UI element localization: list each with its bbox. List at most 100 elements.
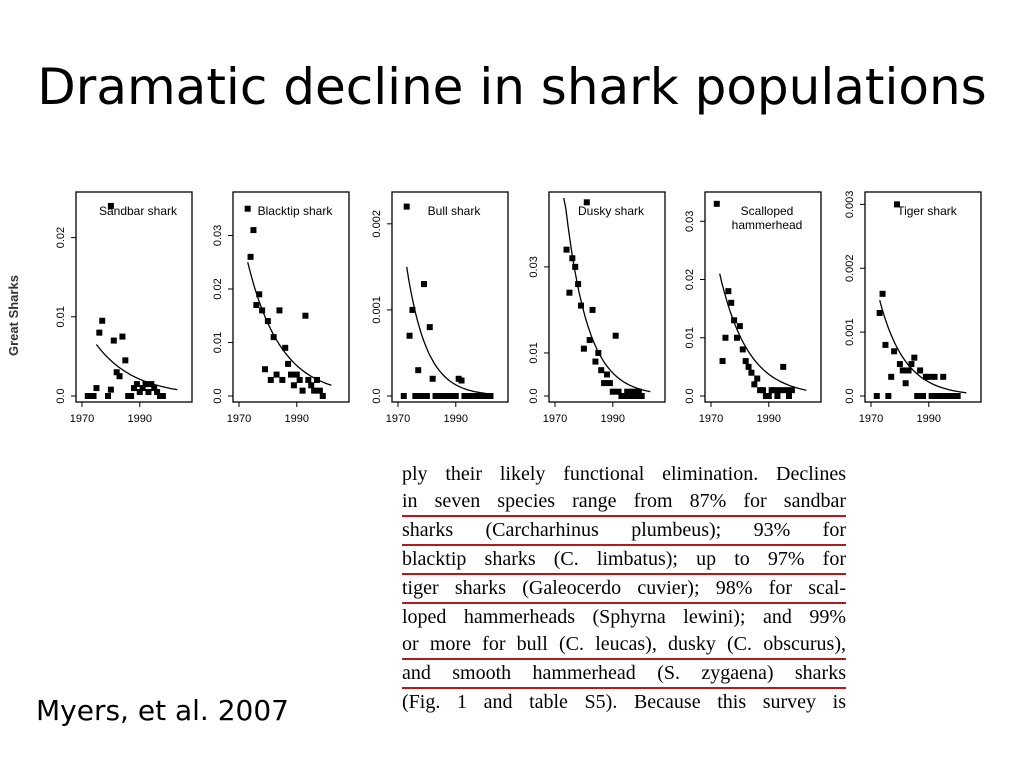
data-point (578, 302, 584, 309)
data-point (400, 393, 407, 399)
data-point (403, 203, 410, 210)
y-tick-label: 0.0 (684, 388, 696, 403)
data-point (288, 371, 294, 378)
data-point (920, 393, 926, 399)
data-point (119, 333, 126, 340)
data-point (128, 393, 135, 399)
excerpt-line: loped hammerheads (Sphyrna lewini); and … (402, 606, 846, 628)
data-point (563, 246, 570, 253)
data-point (142, 381, 149, 388)
data-point (760, 387, 766, 394)
data-point (244, 205, 251, 212)
y-tick-label: 0.01 (212, 332, 224, 353)
data-point (113, 369, 120, 376)
data-point (788, 387, 795, 394)
data-point (159, 393, 166, 399)
data-point (139, 385, 146, 392)
excerpt-line: sharks (Carcharhinus plumbeus); 93% for (402, 517, 846, 546)
data-point (572, 263, 579, 270)
data-point (940, 373, 947, 380)
data-point (99, 317, 106, 324)
data-point (713, 200, 720, 207)
data-point (786, 393, 792, 399)
chart-title: Blacktip shark (258, 204, 334, 218)
chart-title: hammerhead (732, 218, 803, 232)
data-point (583, 199, 590, 206)
data-point (606, 380, 613, 387)
data-point (630, 388, 636, 395)
data-point (589, 306, 596, 313)
plot-frame (75, 191, 193, 403)
data-point (624, 388, 631, 395)
data-point (604, 371, 610, 378)
chart-panel: Blacktip shark 0.0 0.01 0.02 0.03 1970 1990 (212, 191, 350, 425)
data-point (882, 341, 889, 348)
x-tick-label: 1970 (386, 413, 410, 425)
excerpt-line: or more for bull (C. leucas), dusky (C. … (402, 631, 846, 660)
data-point (899, 367, 906, 374)
data-point (598, 367, 605, 374)
fit-curve (95, 344, 178, 391)
data-point (891, 348, 898, 355)
data-point (783, 387, 790, 394)
data-point (905, 367, 912, 374)
chart-title: Bull shark (428, 204, 482, 218)
citation: Myers, et al. 2007 (36, 694, 289, 727)
data-point (736, 323, 743, 330)
data-point (279, 376, 286, 383)
data-point (911, 354, 918, 361)
x-tick-label: 1970 (70, 413, 94, 425)
data-point (429, 375, 436, 382)
x-tick-label: 1990 (285, 413, 309, 425)
plot-frame (232, 191, 350, 403)
data-point (748, 369, 755, 376)
data-point (894, 201, 900, 208)
data-point (273, 371, 280, 378)
data-point (751, 381, 758, 388)
data-point (409, 306, 416, 313)
y-tick-label: 0.02 (684, 269, 696, 290)
y-tick-label: 0.03 (684, 211, 696, 232)
chart-panel: Sandbar shark 0.0 0.01 0.02 1970 1990 (55, 191, 193, 425)
x-tick-label: 1990 (917, 413, 941, 425)
data-point (247, 253, 254, 260)
y-tick-label: 0.01 (684, 327, 696, 348)
x-tick-label: 1990 (128, 413, 152, 425)
data-point (264, 318, 271, 325)
data-point (293, 371, 300, 378)
y-tick-label: 0.01 (528, 342, 540, 363)
y-tick-label: 0.03 (528, 256, 540, 277)
x-tick-label: 1990 (757, 413, 781, 425)
data-point (316, 387, 323, 394)
data-point (896, 361, 903, 368)
data-point (122, 357, 129, 364)
data-point (908, 361, 915, 368)
data-point (586, 337, 593, 344)
data-point (777, 387, 784, 394)
slide-title: Dramatic decline in shark populations (37, 58, 987, 116)
data-point (873, 393, 880, 399)
x-tick-label: 1990 (444, 413, 468, 425)
data-point (250, 227, 257, 234)
data-point (296, 376, 303, 383)
data-point (595, 349, 602, 356)
data-point (601, 380, 608, 387)
data-point (569, 255, 576, 262)
data-point (937, 393, 944, 399)
data-point (270, 334, 277, 341)
data-point (575, 281, 582, 288)
data-point (311, 387, 318, 394)
y-tick-label: 0.002 (844, 254, 856, 282)
excerpt-line: and smooth hammerhead (S. zygaena) shark… (402, 660, 846, 689)
data-point (308, 382, 315, 389)
data-point (719, 358, 726, 365)
data-point (93, 385, 100, 392)
y-tick-label: 0.03 (212, 225, 224, 246)
data-point (418, 393, 425, 399)
data-point (145, 389, 152, 396)
data-point (615, 388, 622, 395)
data-point (638, 393, 645, 399)
data-point (110, 337, 117, 344)
data-point (415, 367, 422, 374)
